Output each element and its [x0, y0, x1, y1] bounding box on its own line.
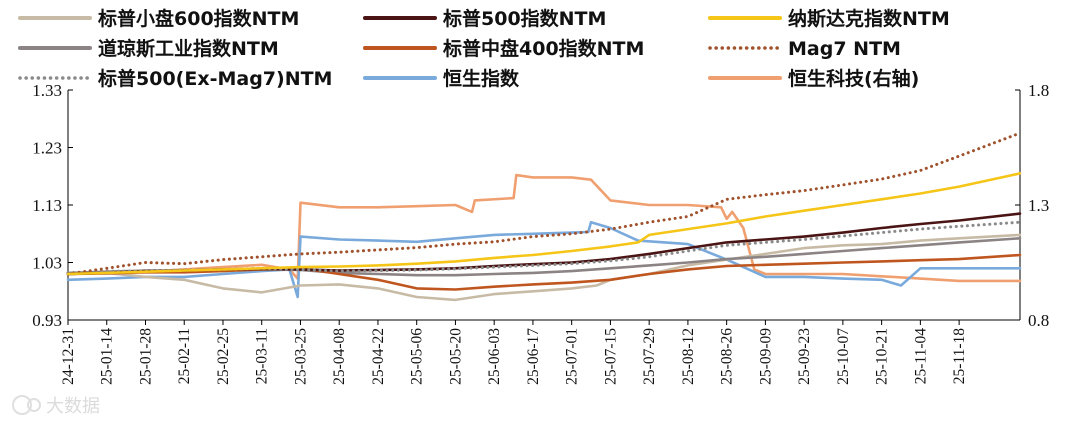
legend-label-3: 道琼斯工业指数NTM — [98, 37, 279, 60]
x-tick-label: 24-12-31 — [60, 328, 77, 385]
watermark-logo-icon-inner — [27, 398, 41, 412]
x-tick-label: 25-01-28 — [137, 328, 154, 385]
series-line-5 — [66, 131, 1022, 276]
x-tick-label: 25-02-25 — [215, 328, 232, 385]
series-line-0 — [66, 233, 1022, 302]
x-tick-label: 25-07-29 — [641, 328, 658, 385]
series-line-7 — [66, 220, 1022, 299]
legend-label-8: 恒生科技(右轴) — [788, 67, 919, 90]
x-tick-label: 25-06-17 — [525, 328, 542, 385]
series-line-6 — [66, 220, 1022, 275]
x-tick-label: 25-10-21 — [874, 328, 891, 385]
x-tick-label: 25-10-07 — [835, 328, 852, 385]
x-tick-label: 25-04-08 — [331, 328, 348, 385]
x-tick-label: 25-11-18 — [951, 328, 968, 384]
legend-label-2: 纳斯达克指数NTM — [788, 7, 950, 30]
y-right-tick-label: 1.8 — [1028, 81, 1049, 100]
plot-area: 0.931.031.131.231.33 0.81.31.8 24-12-31 2… — [32, 81, 1049, 385]
x-tick-label: 25-04-22 — [370, 328, 387, 385]
legend-label-0: 标普小盘600指数NTM — [98, 7, 299, 30]
x-tick-label: 25-01-14 — [99, 328, 116, 385]
y-left-tick-label: 1.13 — [32, 196, 62, 215]
legend-label-1: 标普500指数NTM — [443, 7, 606, 30]
x-tick-label: 25-05-20 — [447, 328, 464, 385]
legend-label-7: 恒生指数 — [443, 67, 520, 90]
x-tick-label: 25-03-11 — [254, 328, 271, 384]
x-tick-label: 25-08-12 — [680, 328, 697, 385]
y-axis-left: 0.93 1.03 1.13 1.23 1.33 — [32, 81, 73, 330]
x-tick-label: 25-02-11 — [176, 328, 193, 384]
y-left-tick-label: 1.03 — [32, 254, 62, 273]
legend-label-4: 标普中盘400指数NTM — [443, 37, 644, 60]
x-axis: 24-12-31 25-01-14 25-01-28 25-02-11 25-02-25… — [60, 320, 968, 385]
watermark: 大数据 — [12, 395, 100, 417]
x-tick-label: 25-03-25 — [292, 328, 309, 385]
legend-label-6: 标普500(Ex-Mag7)NTM — [98, 67, 332, 90]
series-line-2 — [66, 172, 1022, 276]
x-tick-label: 25-09-09 — [757, 328, 774, 385]
y-left-tick-label: 1.23 — [32, 139, 62, 158]
series-line-4 — [66, 253, 1022, 291]
x-tick-label: 25-09-23 — [796, 328, 813, 385]
watermark-text: 大数据 — [46, 396, 100, 417]
y-right-tick-label: 1.3 — [1028, 196, 1049, 215]
series-lines — [66, 131, 1022, 302]
legend-label-5: Mag7 NTM — [788, 38, 901, 60]
y-axis-right: 0.8 1.3 1.8 — [1015, 81, 1049, 330]
watermark-logo-icon — [12, 395, 32, 415]
x-tick-label: 25-11-04 — [912, 328, 929, 384]
y-right-tick-label: 0.8 — [1028, 311, 1049, 330]
x-tick-label: 25-08-26 — [719, 328, 736, 385]
legend: 标普小盘600指数NTM 标普500指数NTM 纳斯达克指数NTM 道琼斯工业指数NT… — [18, 7, 950, 90]
y-left-tick-label: 1.33 — [32, 81, 62, 100]
y-left-tick-label: 0.93 — [32, 311, 62, 330]
x-tick-label: 25-07-01 — [564, 328, 581, 385]
x-tick-label: 25-07-15 — [602, 328, 619, 385]
x-tick-label: 25-06-03 — [486, 328, 503, 385]
x-tick-label: 25-05-06 — [409, 328, 426, 385]
